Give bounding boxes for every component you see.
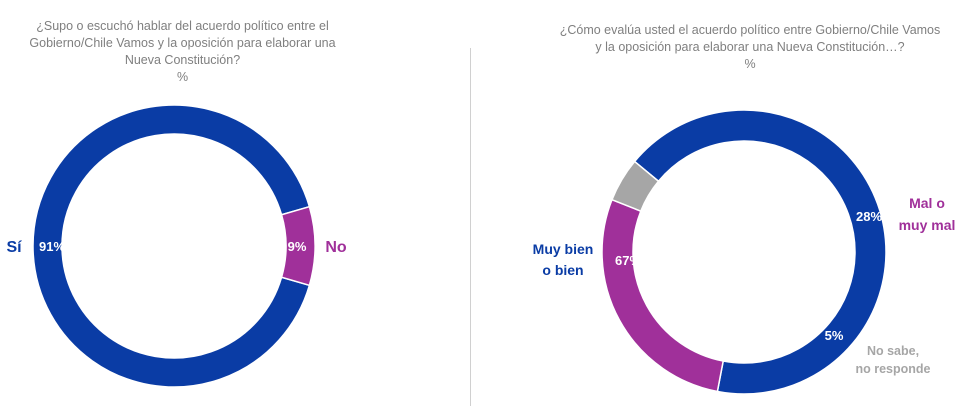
- donut-slice-1: [280, 205, 316, 287]
- title-line: ¿Cómo evalúa usted el acuerdo político e…: [559, 23, 941, 37]
- donut-slice-0: [32, 104, 311, 388]
- data-label-muy-bien: 67%: [615, 253, 641, 268]
- title-line: ¿Supo o escuchó hablar del acuerdo polít…: [36, 19, 329, 33]
- donut-slice-0: [633, 109, 887, 395]
- legend-label-no-sabe-line1: No sabe,: [867, 344, 919, 358]
- donut-slice-1: [601, 198, 725, 393]
- chart-title-awareness: ¿Supo o escuchó hablar del acuerdo polít…: [10, 18, 355, 86]
- title-unit: %: [744, 57, 756, 71]
- title-line: Nueva Constitución?: [124, 53, 241, 67]
- title-line: Gobierno/Chile Vamos y la oposición para…: [29, 36, 336, 50]
- data-label-no: 9%: [288, 239, 307, 254]
- donut-slice-2: [610, 160, 660, 213]
- legend-label-no: No: [325, 239, 347, 256]
- donut-awareness: [32, 104, 316, 388]
- donut-evaluation: [601, 109, 887, 395]
- data-label-si: 91%: [39, 239, 65, 254]
- legend-label-muy-bien-line1: Muy bien: [533, 241, 594, 257]
- data-label-no-sabe: 5%: [825, 328, 844, 343]
- legend-label-si: Sí: [6, 239, 22, 256]
- title-unit: %: [176, 70, 189, 84]
- data-label-mal: 28%: [856, 209, 882, 224]
- title-line: y la oposición para elaborar una Nueva C…: [595, 40, 905, 54]
- chart-title-evaluation: ¿Cómo evalúa usted el acuerdo político e…: [535, 22, 965, 73]
- legend-label-no-sabe-line2: no responde: [855, 362, 930, 376]
- legend-label-muy-bien-line2: o bien: [542, 262, 583, 278]
- legend-label-mal-line2: muy mal: [899, 217, 956, 233]
- legend-label-mal-line1: Mal o: [909, 195, 945, 211]
- chart-divider: [470, 48, 471, 406]
